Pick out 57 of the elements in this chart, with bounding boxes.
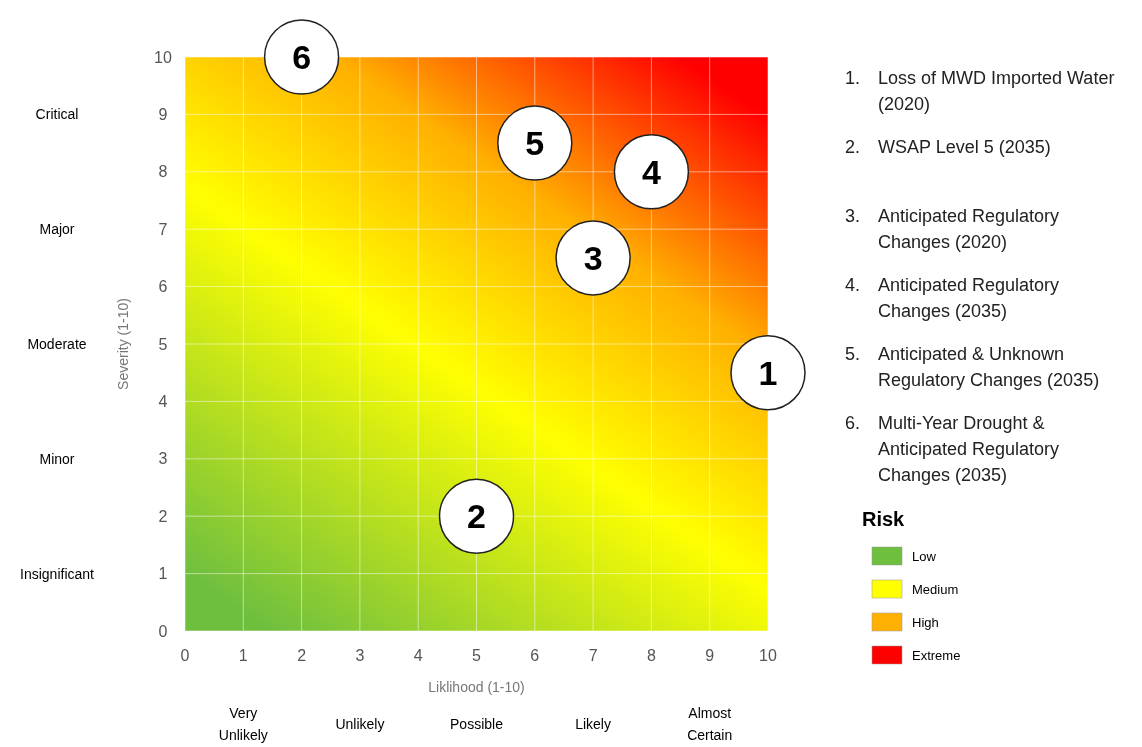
x-tick-label: 5 xyxy=(472,647,482,664)
annotation: 6 xyxy=(292,38,312,77)
y-tick-label: 2 xyxy=(158,507,168,525)
y-tick-label: 9 xyxy=(158,106,168,123)
x-tick-label: 0 xyxy=(180,647,190,664)
annotation: 1 xyxy=(758,353,778,392)
annotation: 4 xyxy=(641,153,661,192)
text: 3. Anticipated Regulatory Changes (2020) xyxy=(845,206,1060,252)
y-tick-label: 3 xyxy=(158,450,168,468)
y-axis-title: Severity (1-10) xyxy=(115,298,131,390)
text: Major xyxy=(39,221,75,238)
point xyxy=(555,220,631,296)
x-tick-label: 4 xyxy=(413,647,423,664)
text: Unlikely xyxy=(335,716,385,732)
text: Insignificant xyxy=(20,565,95,582)
point xyxy=(438,478,515,554)
text: Very Unlikely xyxy=(218,705,268,743)
y-tick-label: 5 xyxy=(158,335,168,353)
legend-label: Low xyxy=(912,548,937,564)
legend-label: Extreme xyxy=(912,647,961,663)
x-tick-label: 10 xyxy=(759,647,777,664)
x-tick-label: 8 xyxy=(646,647,656,664)
y-tick-label: 10 xyxy=(154,48,172,66)
point xyxy=(613,134,690,210)
x-axis-title: Liklihood (1-10) xyxy=(428,679,525,695)
annotation: 3 xyxy=(583,239,603,278)
x-tick-label: 9 xyxy=(705,647,715,664)
text: 2. WSAP Level 5 (2035) xyxy=(845,137,1051,157)
y-tick-label: 8 xyxy=(158,163,168,181)
x-tick-label: 7 xyxy=(588,647,598,664)
annotation: 5 xyxy=(525,124,545,163)
legend-label: Medium xyxy=(912,581,959,597)
text: 4. Anticipated Regulatory Changes (2035) xyxy=(845,275,1060,321)
x-tick-label: 3 xyxy=(355,647,365,664)
y-tick-label: 4 xyxy=(158,393,168,410)
legend-label: High xyxy=(912,614,939,630)
text: Likely xyxy=(575,716,611,732)
x-tick-label: 2 xyxy=(297,647,307,664)
point xyxy=(263,19,340,95)
text: Moderate xyxy=(27,335,87,352)
x-tick-label: 1 xyxy=(238,647,248,664)
text: Minor xyxy=(39,450,75,467)
text: Almost Certain xyxy=(687,705,733,743)
y-tick-label: 7 xyxy=(158,220,168,238)
y-tick-label: 6 xyxy=(158,278,168,296)
x-tick-label: 6 xyxy=(530,647,540,664)
y-tick-label: 1 xyxy=(158,565,168,583)
text: 1. Loss of MWD Imported Water (2020) xyxy=(845,68,1115,114)
y-tick-label: 0 xyxy=(158,622,168,640)
legend-title: Risk xyxy=(862,508,906,530)
point xyxy=(730,334,806,411)
point xyxy=(497,105,573,181)
text: 5. Anticipated & Unknown Regulatory Changes (2035) xyxy=(845,344,1100,390)
text: Possible xyxy=(450,716,504,732)
annotation: 2 xyxy=(467,497,486,536)
text: 6. Multi-Year Drought & Anticipated Regulatory Changes (2035) xyxy=(845,413,1060,485)
text: Critical xyxy=(35,106,79,123)
